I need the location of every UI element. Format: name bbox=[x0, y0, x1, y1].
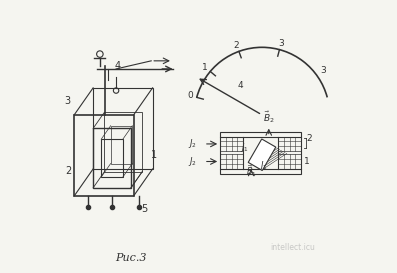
Text: $\vec{B}_2$: $\vec{B}_2$ bbox=[263, 109, 275, 125]
Text: 1: 1 bbox=[304, 158, 310, 167]
Text: 2: 2 bbox=[66, 166, 72, 176]
Text: $J_2$: $J_2$ bbox=[188, 137, 197, 150]
Text: 3: 3 bbox=[320, 66, 326, 75]
Text: 1: 1 bbox=[202, 63, 208, 72]
Text: 0: 0 bbox=[187, 91, 193, 100]
Text: 3: 3 bbox=[278, 38, 284, 48]
Text: 3: 3 bbox=[64, 96, 71, 106]
Bar bbox=[93, 128, 131, 188]
Bar bbox=[104, 112, 142, 172]
Bar bbox=[220, 132, 301, 136]
Text: $J_1$: $J_1$ bbox=[259, 159, 268, 171]
Text: Рис.3: Рис.3 bbox=[115, 253, 147, 263]
Bar bbox=[93, 88, 152, 169]
Bar bbox=[220, 151, 301, 154]
Bar bbox=[74, 115, 134, 196]
Text: 1: 1 bbox=[151, 150, 157, 160]
Bar bbox=[278, 154, 301, 169]
Bar bbox=[111, 126, 132, 164]
Bar bbox=[220, 169, 301, 174]
Text: $J_1$: $J_1$ bbox=[240, 141, 249, 154]
Bar bbox=[220, 154, 243, 169]
Text: 4: 4 bbox=[237, 81, 243, 90]
Text: intellect.icu: intellect.icu bbox=[271, 243, 316, 252]
Text: $\vec{B}_1$: $\vec{B}_1$ bbox=[246, 164, 257, 179]
Bar bbox=[220, 136, 243, 151]
Text: 4: 4 bbox=[114, 61, 121, 71]
Bar bbox=[278, 136, 301, 151]
Text: $J_2$: $J_2$ bbox=[188, 155, 197, 168]
Text: 2: 2 bbox=[234, 41, 239, 50]
Bar bbox=[101, 139, 123, 177]
Text: 5: 5 bbox=[141, 204, 148, 214]
Text: 2: 2 bbox=[306, 134, 312, 143]
Polygon shape bbox=[248, 139, 276, 171]
